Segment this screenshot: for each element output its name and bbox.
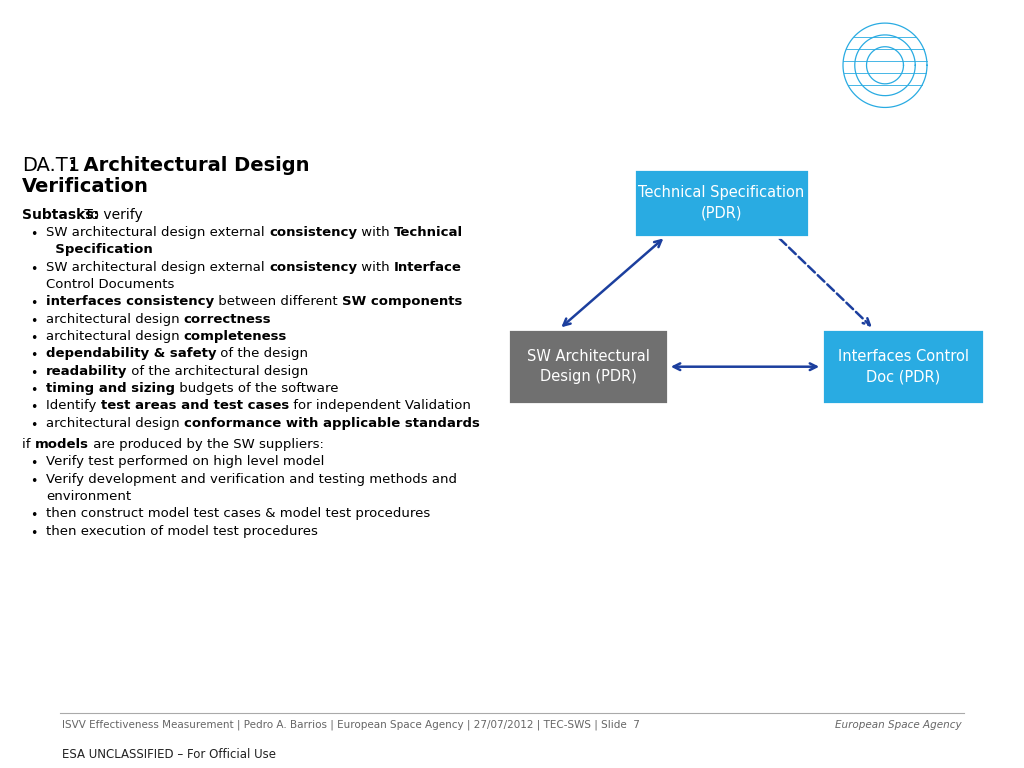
Text: Verification: Verification <box>22 177 148 196</box>
Text: Technical: Technical <box>394 226 463 239</box>
Text: Control Documents: Control Documents <box>46 278 174 291</box>
Text: consistency: consistency <box>269 226 357 239</box>
Text: budgets of the software: budgets of the software <box>175 382 339 395</box>
Text: ESA UNCLASSIFIED – For Official Use: ESA UNCLASSIFIED – For Official Use <box>62 748 276 761</box>
Text: timing and sizing: timing and sizing <box>46 382 175 395</box>
Text: architectural design: architectural design <box>46 417 184 430</box>
Bar <box>634 169 809 237</box>
Text: •: • <box>30 263 37 276</box>
Text: •: • <box>30 315 37 328</box>
Text: SW components: SW components <box>342 296 463 309</box>
Text: •: • <box>30 297 37 310</box>
Text: test areas and test cases: test areas and test cases <box>100 399 289 412</box>
Text: models: models <box>35 438 89 451</box>
Text: : Architectural Design: : Architectural Design <box>69 156 309 174</box>
Text: for independent Validation: for independent Validation <box>289 399 471 412</box>
Polygon shape <box>843 23 927 108</box>
Text: then execution of model test procedures: then execution of model test procedures <box>46 525 317 538</box>
Text: Specification: Specification <box>46 243 153 257</box>
Text: •: • <box>30 349 37 362</box>
Text: then construct model test cases & model test procedures: then construct model test cases & model … <box>46 508 430 521</box>
Text: To verify: To verify <box>80 207 142 222</box>
Text: between different: between different <box>214 296 342 309</box>
Text: •: • <box>30 509 37 522</box>
Text: consistency: consistency <box>269 260 357 273</box>
Text: •: • <box>30 384 37 397</box>
Text: completeness: completeness <box>184 330 288 343</box>
Text: Verify test performed on high level model: Verify test performed on high level mode… <box>46 455 325 468</box>
Text: if: if <box>22 438 35 451</box>
Text: with: with <box>357 226 394 239</box>
Text: correctness: correctness <box>184 313 271 326</box>
Text: Technical Specification
(PDR): Technical Specification (PDR) <box>638 185 805 220</box>
Text: •: • <box>30 332 37 345</box>
Text: IVE: Design Analysis: IVE: Design Analysis <box>38 81 293 104</box>
Text: Interface: Interface <box>394 260 462 273</box>
Text: with: with <box>357 260 394 273</box>
Text: SW Architectural
Design (PDR): SW Architectural Design (PDR) <box>526 349 649 384</box>
Text: architectural design: architectural design <box>46 330 184 343</box>
Text: architectural design: architectural design <box>46 313 184 326</box>
Text: interfaces consistency: interfaces consistency <box>46 296 214 309</box>
Text: •: • <box>30 402 37 415</box>
Text: •: • <box>30 366 37 379</box>
Text: DA.T1: DA.T1 <box>22 156 80 174</box>
Text: Identify: Identify <box>46 399 100 412</box>
Bar <box>822 329 984 404</box>
Text: •: • <box>30 475 37 488</box>
Text: •: • <box>30 228 37 241</box>
Text: •: • <box>30 527 37 540</box>
Text: are produced by the SW suppliers:: are produced by the SW suppliers: <box>89 438 324 451</box>
Text: SW architectural design external: SW architectural design external <box>46 226 269 239</box>
Text: Process overview: Process overview <box>193 35 457 65</box>
Text: of the design: of the design <box>216 347 308 360</box>
Text: Verify development and verification and testing methods and: Verify development and verification and … <box>46 473 457 485</box>
Text: esa: esa <box>933 45 987 73</box>
Text: Subtasks:: Subtasks: <box>22 207 99 222</box>
Text: readability: readability <box>46 365 127 378</box>
Text: Interfaces Control
Doc (PDR): Interfaces Control Doc (PDR) <box>838 349 969 384</box>
Bar <box>508 329 668 404</box>
Text: •: • <box>30 419 37 432</box>
Text: European Space Agency: European Space Agency <box>836 720 962 730</box>
Text: dependability & safety: dependability & safety <box>46 347 216 360</box>
Text: conformance with applicable standards: conformance with applicable standards <box>184 417 480 430</box>
Text: ESA ISVV: ESA ISVV <box>38 35 206 65</box>
Text: of the architectural design: of the architectural design <box>127 365 308 378</box>
Text: •: • <box>30 457 37 470</box>
Text: environment: environment <box>46 490 131 503</box>
Text: ISVV Effectiveness Measurement | Pedro A. Barrios | European Space Agency | 27/0: ISVV Effectiveness Measurement | Pedro A… <box>62 720 640 730</box>
Text: SW architectural design external: SW architectural design external <box>46 260 269 273</box>
